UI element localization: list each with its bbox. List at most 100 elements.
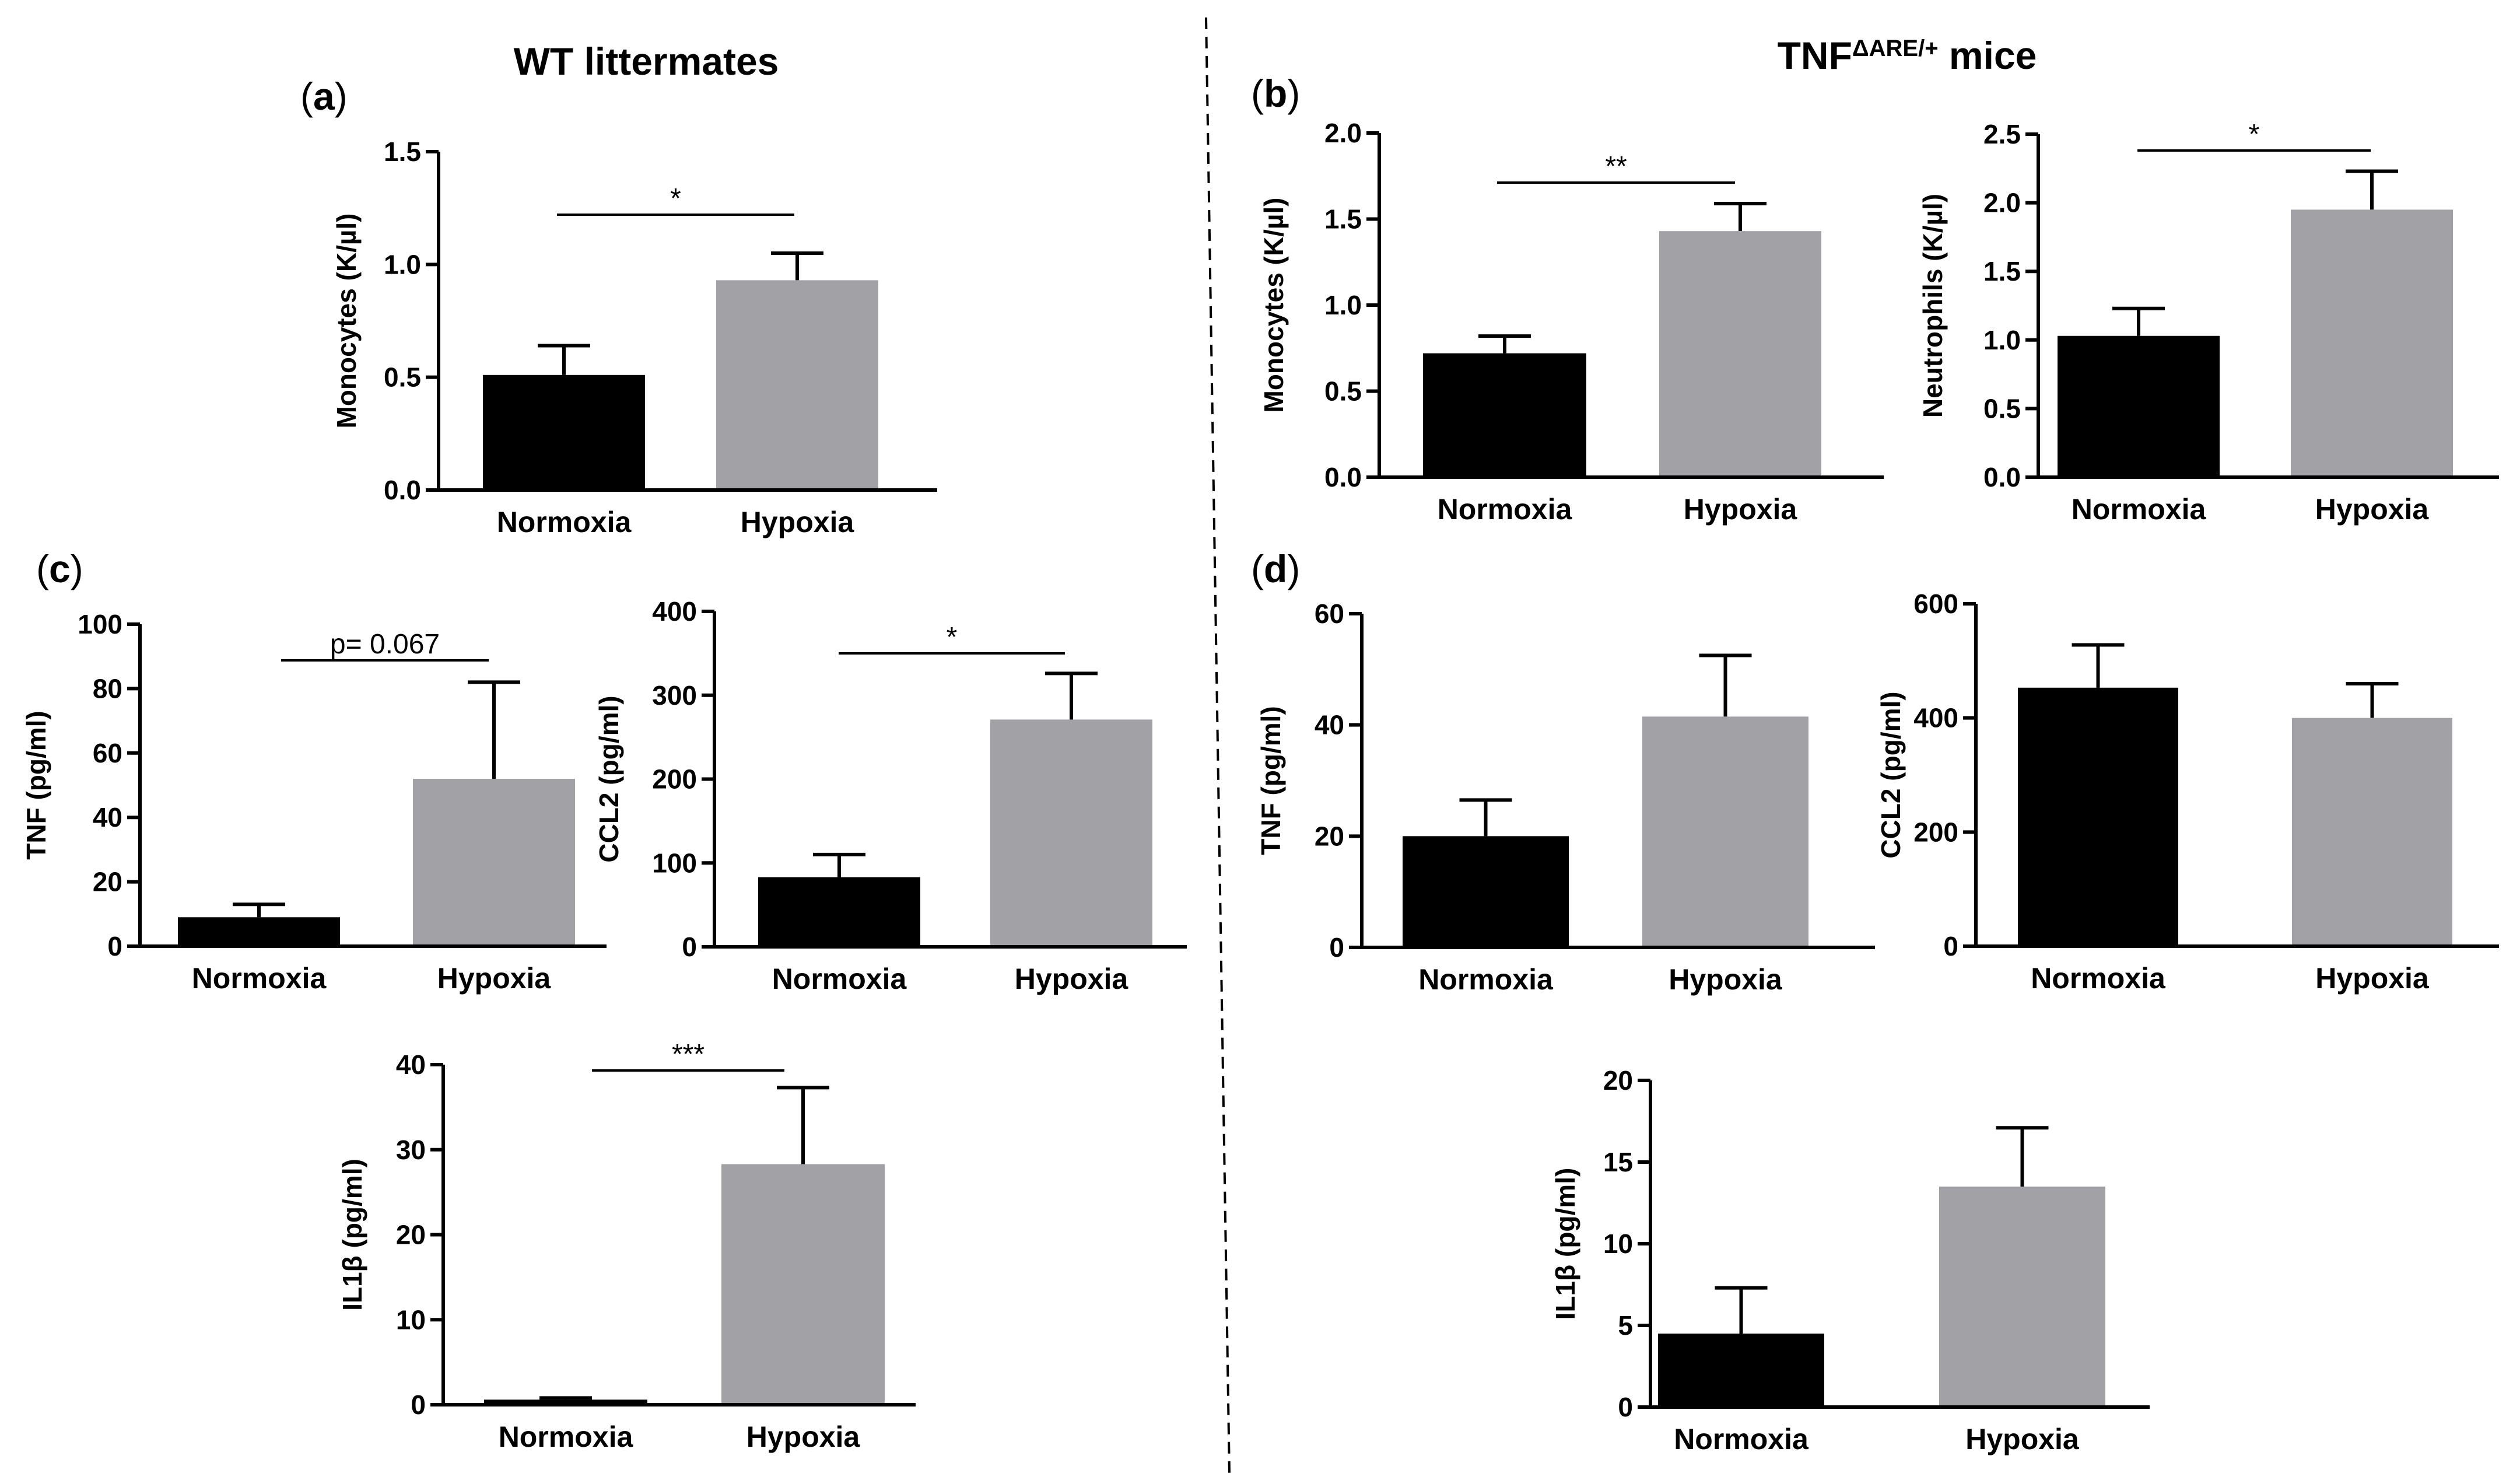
y-axis-label: CCL2 (pg/ml): [594, 695, 624, 862]
y-tick-label: 0: [682, 932, 697, 962]
panel-a: (a) Normoxia Hypoxia 0.0 0.5 1.0 1.5 Monocytes …: [300, 75, 937, 538]
y-tick-label: 0: [1943, 931, 1958, 961]
bar-normoxia: [1423, 353, 1586, 477]
category-label: Hypoxia: [746, 1420, 861, 1453]
panel-label-a: (a): [300, 75, 348, 118]
y-tick-label: 100: [652, 848, 697, 878]
y-axis-label: Neutrophils (K/µl): [1918, 194, 1948, 418]
panel-label-c1: (c): [36, 547, 83, 590]
panel-label-b1: (b): [1251, 72, 1300, 115]
panel-c1: (c) Normoxia Hypoxia 0 20 40 60 80 100 TNF (pg/ml…: [21, 547, 607, 995]
category-label: Hypoxia: [1015, 963, 1129, 995]
y-tick-label: 30: [396, 1135, 426, 1165]
y-tick-label: 0: [1329, 932, 1344, 963]
y-tick-label: 1.5: [384, 137, 421, 167]
y-tick-label: 40: [1315, 710, 1344, 740]
y-tick-label: 400: [652, 596, 697, 627]
y-tick-label: 5: [1618, 1310, 1633, 1341]
category-label: Hypoxia: [2315, 962, 2430, 995]
column-divider: [1205, 17, 1231, 1473]
y-axis-label: TNF (pg/ml): [1256, 706, 1286, 855]
panel-b2: Normoxia Hypoxia 0.0 0.5 1.0 1.5 2.0 2.5 Neutrop…: [1918, 119, 2499, 526]
bar-hypoxia: [1659, 231, 1821, 477]
bar-hypoxia: [2291, 209, 2453, 477]
category-label: Normoxia: [2072, 493, 2207, 526]
panel-d2: Normoxia Hypoxia 0 200 400 600 CCL2 (pg/ml): [1876, 589, 2499, 995]
y-tick-label: 0.0: [384, 475, 421, 505]
category-label: Hypoxia: [741, 506, 855, 538]
category-label: Hypoxia: [2315, 493, 2430, 526]
panel-letter: d: [1264, 547, 1287, 590]
significance-label: p= 0.067: [330, 629, 440, 660]
y-tick-label: 60: [93, 738, 122, 768]
panel-c2: Normoxia Hypoxia 0 100 200 300 400 CCL2 (pg/ml)…: [594, 596, 1187, 995]
panel-letter: b: [1264, 72, 1287, 115]
y-tick-label: 100: [78, 609, 122, 639]
y-tick-label: 80: [93, 673, 122, 704]
y-tick-label: 40: [396, 1049, 426, 1080]
y-tick-label: 600: [1913, 589, 1958, 619]
significance-label: *: [947, 622, 958, 653]
panel-letter: c: [49, 547, 71, 590]
category-label: Normoxia: [772, 963, 907, 995]
category-label: Hypoxia: [437, 962, 552, 995]
y-tick-label: 400: [1913, 703, 1958, 733]
panel-c3: Normoxia Hypoxia 0 10 20 30 40 IL1β (pg/ml) ***: [337, 1039, 916, 1453]
bar-normoxia: [483, 375, 645, 490]
y-tick-label: 0.0: [1983, 462, 2021, 492]
bar-hypoxia: [2292, 718, 2452, 946]
bar-normoxia: [484, 1399, 647, 1405]
category-label: Normoxia: [499, 1420, 634, 1453]
y-tick-label: 2.5: [1983, 119, 2021, 149]
significance-label: ***: [672, 1039, 705, 1070]
significance-label: *: [2249, 119, 2260, 150]
panel-b1: (b) Normoxia Hypoxia 0.0 0.5 1.0 1.5 2.0 Monocyt…: [1251, 72, 1884, 526]
bar-hypoxia: [990, 719, 1152, 947]
y-axis-label: Monocytes (K/µl): [331, 214, 362, 429]
y-tick-label: 0.5: [384, 362, 421, 393]
y-tick-label: 60: [1315, 599, 1344, 629]
y-tick-label: 20: [1315, 821, 1344, 851]
y-axis-label: TNF (pg/ml): [21, 711, 51, 860]
bar-hypoxia: [1642, 716, 1808, 947]
category-label: Normoxia: [1438, 493, 1573, 526]
category-label: Hypoxia: [1669, 963, 1783, 996]
y-tick-label: 40: [93, 802, 122, 832]
right-title-rest: mice: [1939, 34, 2037, 77]
y-tick-label: 1.5: [1983, 256, 2021, 286]
right-title-superscript: ΔARE/+: [1852, 36, 1939, 61]
y-tick-label: 10: [1603, 1229, 1633, 1259]
category-label: Hypoxia: [1684, 493, 1798, 526]
bar-hypoxia: [716, 280, 878, 490]
bar-normoxia: [2018, 687, 2178, 946]
panel-d3: Normoxia Hypoxia 0 5 10 15 20 IL1β (pg/ml): [1550, 1065, 2150, 1455]
y-tick-label: 2.0: [1324, 118, 1362, 148]
y-tick-label: 2.0: [1983, 188, 2021, 218]
category-label: Normoxia: [497, 506, 632, 538]
y-tick-label: 0.5: [1324, 376, 1362, 407]
y-axis-label: Monocytes (K/µl): [1259, 198, 1289, 413]
y-axis-label: CCL2 (pg/ml): [1876, 691, 1906, 858]
bar-normoxia: [2058, 335, 2220, 477]
bar-hypoxia: [721, 1164, 885, 1405]
y-tick-label: 300: [652, 680, 697, 711]
category-label: Normoxia: [1674, 1423, 1809, 1455]
right-title-main: TNF: [1778, 34, 1852, 77]
left-column-title: WT littermates: [514, 40, 779, 83]
bar-normoxia: [758, 877, 920, 947]
y-tick-label: 1.5: [1324, 204, 1362, 235]
category-label: Normoxia: [1418, 963, 1554, 996]
panel-d1: (d) Normoxia Hypoxia 0 20 40 60 TNF (pg/ml): [1251, 547, 1875, 996]
category-label: Hypoxia: [1965, 1423, 2080, 1455]
y-axis-label: IL1β (pg/ml): [337, 1159, 367, 1311]
y-tick-label: 20: [93, 867, 122, 897]
y-tick-label: 0.0: [1324, 462, 1362, 492]
y-tick-label: 1.0: [1983, 325, 2021, 355]
y-tick-label: 200: [1913, 817, 1958, 847]
bar-normoxia: [178, 917, 340, 946]
y-tick-label: 0: [107, 931, 122, 961]
y-tick-label: 0: [1618, 1392, 1633, 1422]
panel-label-d1: (d): [1251, 547, 1300, 590]
significance-label: **: [1605, 151, 1627, 182]
y-tick-label: 20: [1603, 1065, 1633, 1096]
